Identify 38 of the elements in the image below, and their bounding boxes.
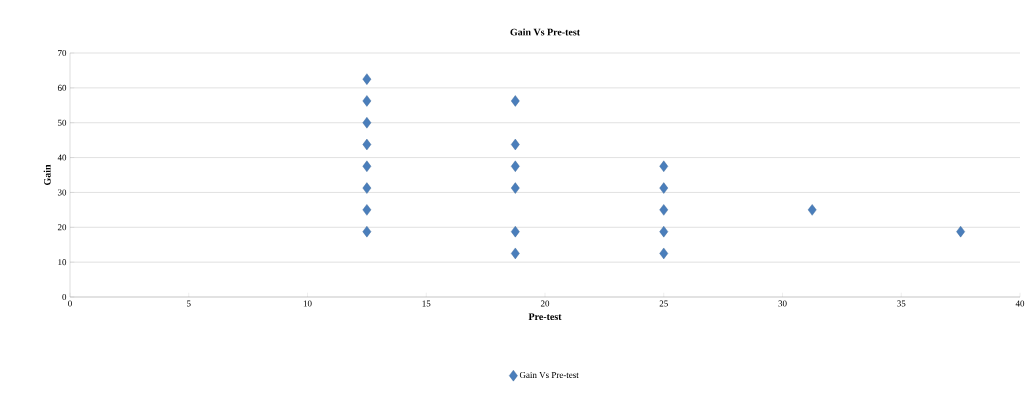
point [807,204,817,216]
y-tick-label: 30 [57,189,67,196]
point [659,160,669,172]
x-tick-label: 40 [1015,300,1025,307]
point [659,225,669,238]
x-tick-label: 30 [778,300,787,307]
y-tick-label: 10 [58,259,67,266]
y-tick-label: 0 [62,293,67,301]
point [362,95,372,107]
point [362,182,372,194]
y-tick-label: 20 [57,224,67,231]
point [362,225,372,238]
point [511,182,520,194]
point [362,117,372,129]
point [362,138,372,151]
point [659,247,669,260]
point [511,160,520,172]
x-axis-title: Pre-test [528,313,562,321]
x-tick-label: 0 [68,300,72,307]
x-tick-label: 35 [897,300,906,307]
point [659,182,669,194]
x-tick-label: 25 [659,300,668,307]
y-tick-label: 70 [58,49,67,57]
x-tick-label: 5 [187,300,191,307]
y-tick-label: 60 [57,84,67,91]
x-tick-label: 10 [303,300,312,307]
y-axis-title: Gain [43,164,51,186]
point [659,204,669,216]
point [511,95,520,107]
point [362,73,372,85]
legend-label: Gain Vs Pre-test [519,371,579,379]
y-tick-label: 50 [58,119,67,126]
x-tick-label: 15 [422,300,431,307]
chart-title: Gain Vs Pre-test [510,28,581,36]
y-tick-label: 40 [57,154,67,161]
point [362,204,372,216]
point [362,160,372,172]
x-tick-label: 20 [540,300,550,307]
